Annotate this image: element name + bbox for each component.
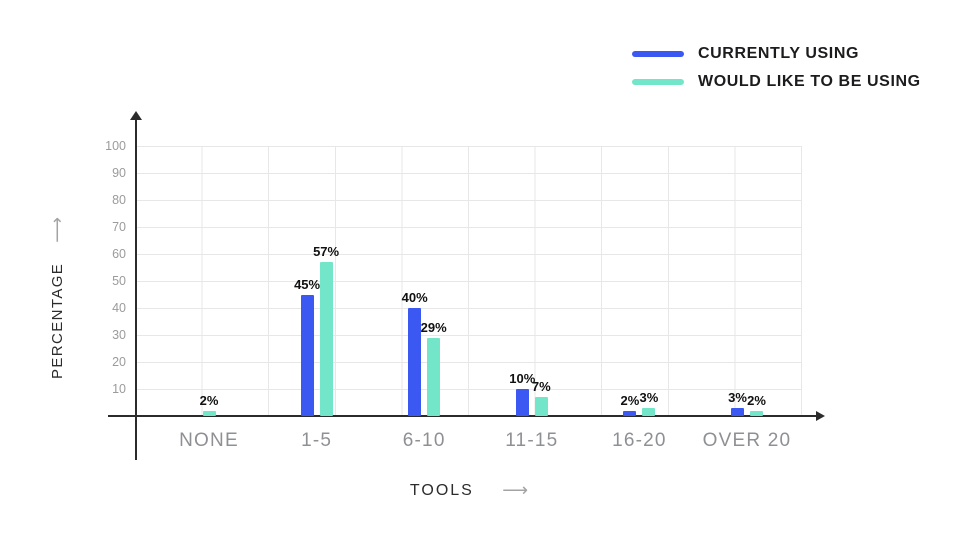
bar: 45% — [294, 277, 320, 416]
legend-label: WOULD LIKE TO BE USING — [698, 73, 921, 90]
bar-group: 10% 7% — [476, 371, 587, 416]
y-axis-arrowhead-icon — [130, 111, 142, 120]
bar: 2% — [200, 393, 218, 416]
category-label: 16-20 — [612, 430, 667, 451]
category-label: 6-10 — [402, 430, 446, 451]
bar-group: 3% 2% — [692, 390, 803, 416]
y-axis-line — [135, 120, 137, 460]
y-tick-label: 70 — [112, 220, 126, 234]
bar: 10% — [509, 371, 535, 416]
y-axis-title-text: PERCENTAGE — [48, 262, 66, 380]
bar-value-label: 10% — [509, 371, 536, 386]
category-label: OVER 20 — [702, 430, 792, 451]
bar: 57% — [313, 244, 339, 416]
x-axis-title: TOOLS ⟶ — [136, 480, 802, 501]
bar: 3% — [728, 390, 747, 416]
bar-value-label: 7% — [531, 379, 551, 395]
y-tick-label: 20 — [112, 355, 126, 369]
plot-gridlines — [136, 146, 802, 417]
legend-swatch-icon — [632, 51, 684, 57]
bar: 7% — [532, 379, 551, 416]
bar-value-label: 29% — [420, 319, 447, 335]
x-axis-title-text: TOOLS — [409, 482, 474, 499]
bar-group: 40% 29% — [369, 290, 480, 416]
y-tick-label: 60 — [112, 247, 126, 261]
bar: 40% — [402, 290, 428, 416]
bar-value-label: 40% — [401, 290, 428, 305]
bar-group: 2% — [154, 393, 265, 416]
legend-item: CURRENTLY USING — [632, 40, 921, 68]
y-tick-label: 80 — [112, 193, 126, 207]
y-tick-label: 30 — [112, 328, 126, 342]
x-axis-line — [108, 415, 818, 417]
category-label: 1-5 — [301, 430, 333, 451]
y-tick-label: 90 — [112, 166, 126, 180]
bar-value-label: 2% — [199, 392, 219, 408]
y-tick-label: 40 — [112, 301, 126, 315]
right-arrow-icon: ⟶ — [502, 480, 529, 501]
bar: 29% — [421, 320, 447, 416]
legend-label: CURRENTLY USING — [698, 45, 860, 62]
bar-group: 45% 57% — [261, 244, 372, 416]
legend-item: WOULD LIKE TO BE USING — [632, 68, 921, 96]
bar: 2% — [620, 393, 639, 416]
y-tick-label: 100 — [105, 139, 126, 153]
legend-swatch-icon — [632, 79, 684, 85]
bar-value-label: 45% — [294, 276, 321, 292]
bar-value-label: 3% — [639, 389, 659, 405]
chart-legend: CURRENTLY USING WOULD LIKE TO BE USING — [632, 40, 921, 96]
bar: 3% — [639, 390, 658, 416]
bar-group: 2% 3% — [584, 390, 695, 416]
y-tick-label: 10 — [112, 382, 126, 396]
bar-value-label: 57% — [313, 244, 340, 260]
category-label: NONE — [179, 430, 239, 451]
bar-value-label: 2% — [747, 392, 766, 408]
bar: 2% — [747, 393, 766, 416]
y-tick-label: 50 — [112, 274, 126, 288]
bar-value-label: 2% — [620, 392, 640, 408]
bar-value-label: 3% — [728, 389, 747, 405]
y-axis-title: PERCENTAGE ⟶ — [46, 203, 68, 393]
up-arrow-icon: ⟶ — [46, 216, 68, 243]
category-label: 11-15 — [505, 430, 559, 451]
x-axis-arrowhead-icon — [816, 411, 825, 421]
